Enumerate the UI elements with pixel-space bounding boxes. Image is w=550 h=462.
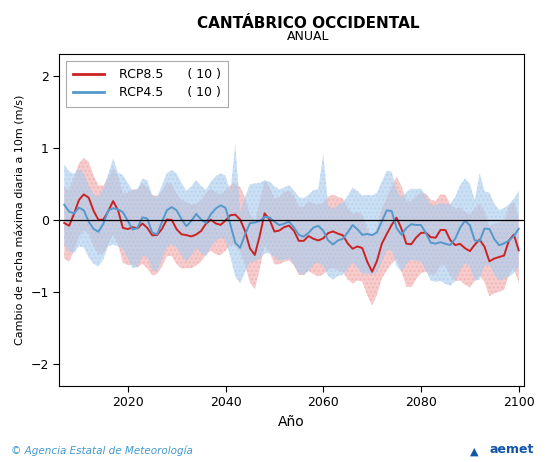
- Text: ▲: ▲: [470, 446, 478, 456]
- Text: CANTÁBRICO OCCIDENTAL: CANTÁBRICO OCCIDENTAL: [197, 16, 419, 31]
- Text: aemet: aemet: [489, 444, 534, 456]
- X-axis label: Año: Año: [278, 414, 305, 429]
- Y-axis label: Cambio de racha máxima diaria a 10m (m/s): Cambio de racha máxima diaria a 10m (m/s…: [15, 95, 25, 345]
- Text: ANUAL: ANUAL: [287, 30, 329, 43]
- Legend:   RCP8.5      ( 10 ),   RCP4.5      ( 10 ): RCP8.5 ( 10 ), RCP4.5 ( 10 ): [65, 61, 228, 107]
- Title: CANTÁBRICO OCCIDENTAL
ANUAL: CANTÁBRICO OCCIDENTAL ANUAL: [0, 461, 1, 462]
- Text: © Agencia Estatal de Meteorología: © Agencia Estatal de Meteorología: [11, 446, 193, 456]
